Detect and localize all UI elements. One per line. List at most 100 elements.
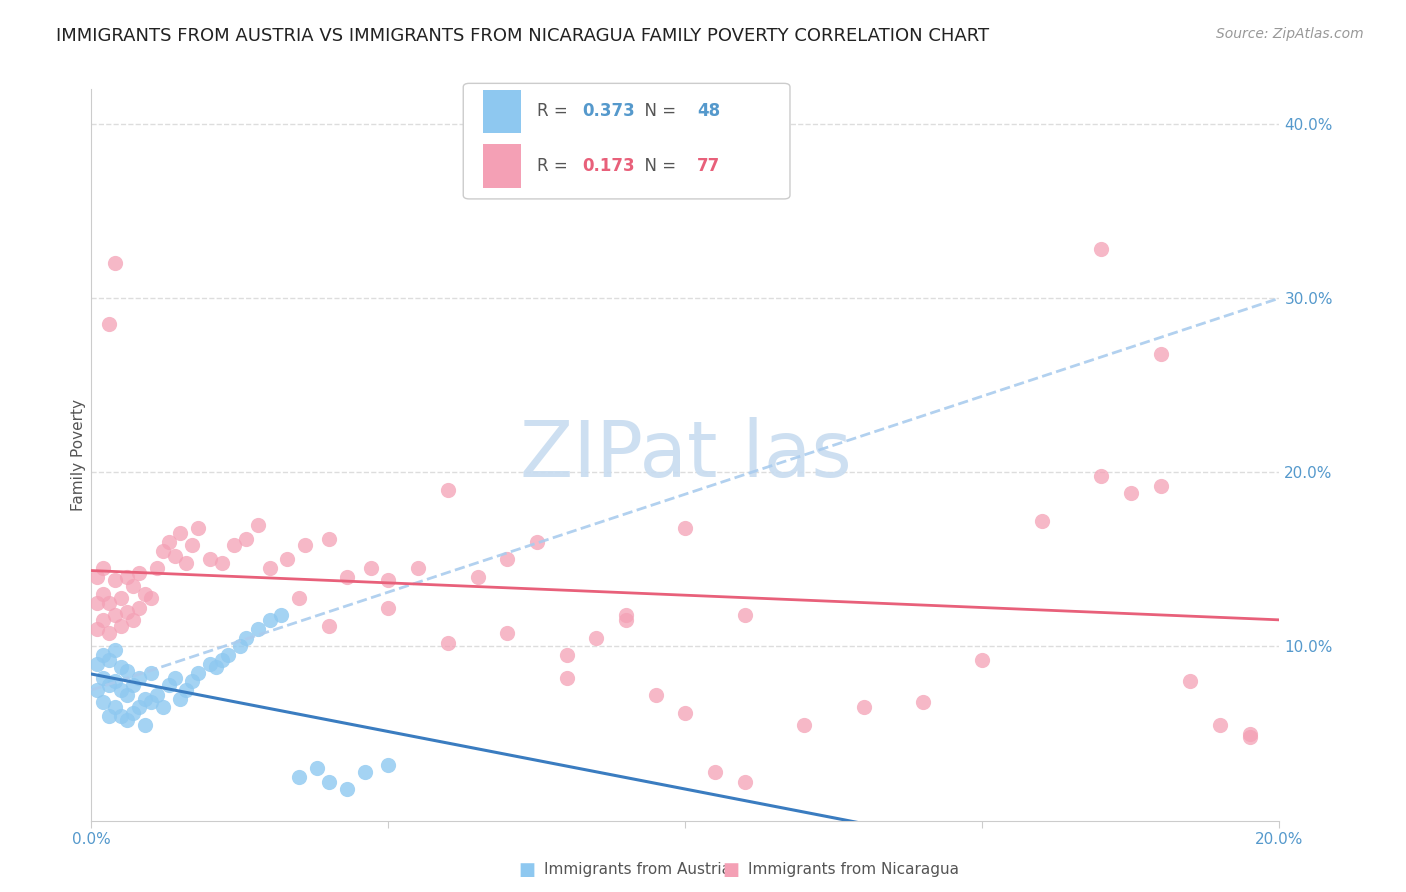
Point bbox=[122, 613, 145, 627]
Point bbox=[169, 526, 191, 541]
Text: R =: R = bbox=[537, 103, 572, 120]
Point bbox=[852, 700, 875, 714]
Point bbox=[200, 657, 222, 671]
Text: 0.173: 0.173 bbox=[582, 157, 634, 175]
Point bbox=[294, 539, 316, 553]
Point bbox=[235, 631, 257, 645]
FancyBboxPatch shape bbox=[484, 144, 522, 187]
Point bbox=[122, 678, 145, 692]
Text: N =: N = bbox=[634, 103, 682, 120]
Point bbox=[496, 552, 519, 566]
Point bbox=[104, 674, 127, 689]
Point bbox=[555, 671, 578, 685]
Point bbox=[110, 591, 132, 605]
Point bbox=[436, 636, 458, 650]
Point bbox=[318, 532, 340, 546]
Text: Immigrants from Austria: Immigrants from Austria bbox=[544, 863, 731, 877]
Point bbox=[318, 618, 340, 632]
FancyBboxPatch shape bbox=[463, 83, 790, 199]
Point bbox=[187, 665, 209, 680]
Point bbox=[122, 578, 145, 592]
Point bbox=[734, 775, 756, 789]
Point bbox=[91, 671, 114, 685]
Point bbox=[496, 625, 519, 640]
Point bbox=[235, 532, 257, 546]
Point bbox=[644, 688, 666, 702]
Point bbox=[163, 671, 186, 685]
Point bbox=[128, 700, 150, 714]
Point bbox=[246, 622, 269, 636]
Point bbox=[259, 613, 281, 627]
Point bbox=[246, 517, 269, 532]
Point bbox=[139, 665, 162, 680]
Point bbox=[152, 543, 174, 558]
Point bbox=[157, 678, 180, 692]
Point bbox=[128, 566, 150, 581]
Text: ■: ■ bbox=[519, 861, 536, 879]
Point bbox=[115, 713, 138, 727]
Point bbox=[377, 574, 399, 588]
Point bbox=[145, 561, 167, 575]
Point bbox=[98, 596, 121, 610]
Point bbox=[139, 695, 162, 709]
Point bbox=[1180, 674, 1202, 689]
Point bbox=[377, 758, 399, 772]
Point bbox=[187, 521, 209, 535]
Point bbox=[110, 618, 132, 632]
Point bbox=[104, 643, 127, 657]
Point bbox=[134, 691, 156, 706]
Point bbox=[115, 570, 138, 584]
Point bbox=[673, 706, 696, 720]
Text: 77: 77 bbox=[697, 157, 720, 175]
Text: 48: 48 bbox=[697, 103, 720, 120]
Point bbox=[353, 764, 375, 779]
Point bbox=[307, 761, 329, 775]
Point bbox=[98, 625, 121, 640]
Point bbox=[91, 613, 114, 627]
Point bbox=[139, 591, 162, 605]
Point bbox=[104, 574, 127, 588]
Point bbox=[526, 535, 548, 549]
Point bbox=[152, 700, 174, 714]
Point bbox=[704, 764, 727, 779]
Point bbox=[98, 678, 121, 692]
Text: Immigrants from Nicaragua: Immigrants from Nicaragua bbox=[748, 863, 959, 877]
Point bbox=[128, 671, 150, 685]
Point bbox=[104, 700, 127, 714]
Point bbox=[91, 587, 114, 601]
Point bbox=[614, 608, 637, 623]
Point bbox=[211, 653, 233, 667]
Point bbox=[104, 608, 127, 623]
Point bbox=[128, 601, 150, 615]
Point bbox=[211, 556, 233, 570]
Point bbox=[91, 648, 114, 663]
Point bbox=[436, 483, 458, 497]
Point bbox=[91, 561, 114, 575]
Point bbox=[288, 770, 311, 784]
Text: Source: ZipAtlas.com: Source: ZipAtlas.com bbox=[1216, 27, 1364, 41]
Point bbox=[1090, 243, 1112, 257]
Point bbox=[1149, 479, 1171, 493]
Point bbox=[110, 660, 132, 674]
Point bbox=[270, 608, 292, 623]
FancyBboxPatch shape bbox=[484, 89, 522, 134]
Point bbox=[110, 683, 132, 698]
Point bbox=[115, 688, 138, 702]
Point bbox=[259, 561, 281, 575]
Point bbox=[200, 552, 222, 566]
Point bbox=[134, 587, 156, 601]
Point bbox=[163, 549, 186, 563]
Point bbox=[115, 664, 138, 678]
Point bbox=[1149, 347, 1171, 361]
Point bbox=[176, 556, 198, 570]
Text: ■: ■ bbox=[723, 861, 740, 879]
Point bbox=[793, 718, 815, 732]
Point bbox=[377, 601, 399, 615]
Point bbox=[734, 608, 756, 623]
Point bbox=[217, 648, 239, 663]
Point bbox=[86, 622, 108, 636]
Point bbox=[222, 539, 245, 553]
Text: ZIPat las: ZIPat las bbox=[520, 417, 851, 493]
Point bbox=[98, 318, 121, 332]
Point bbox=[86, 683, 108, 698]
